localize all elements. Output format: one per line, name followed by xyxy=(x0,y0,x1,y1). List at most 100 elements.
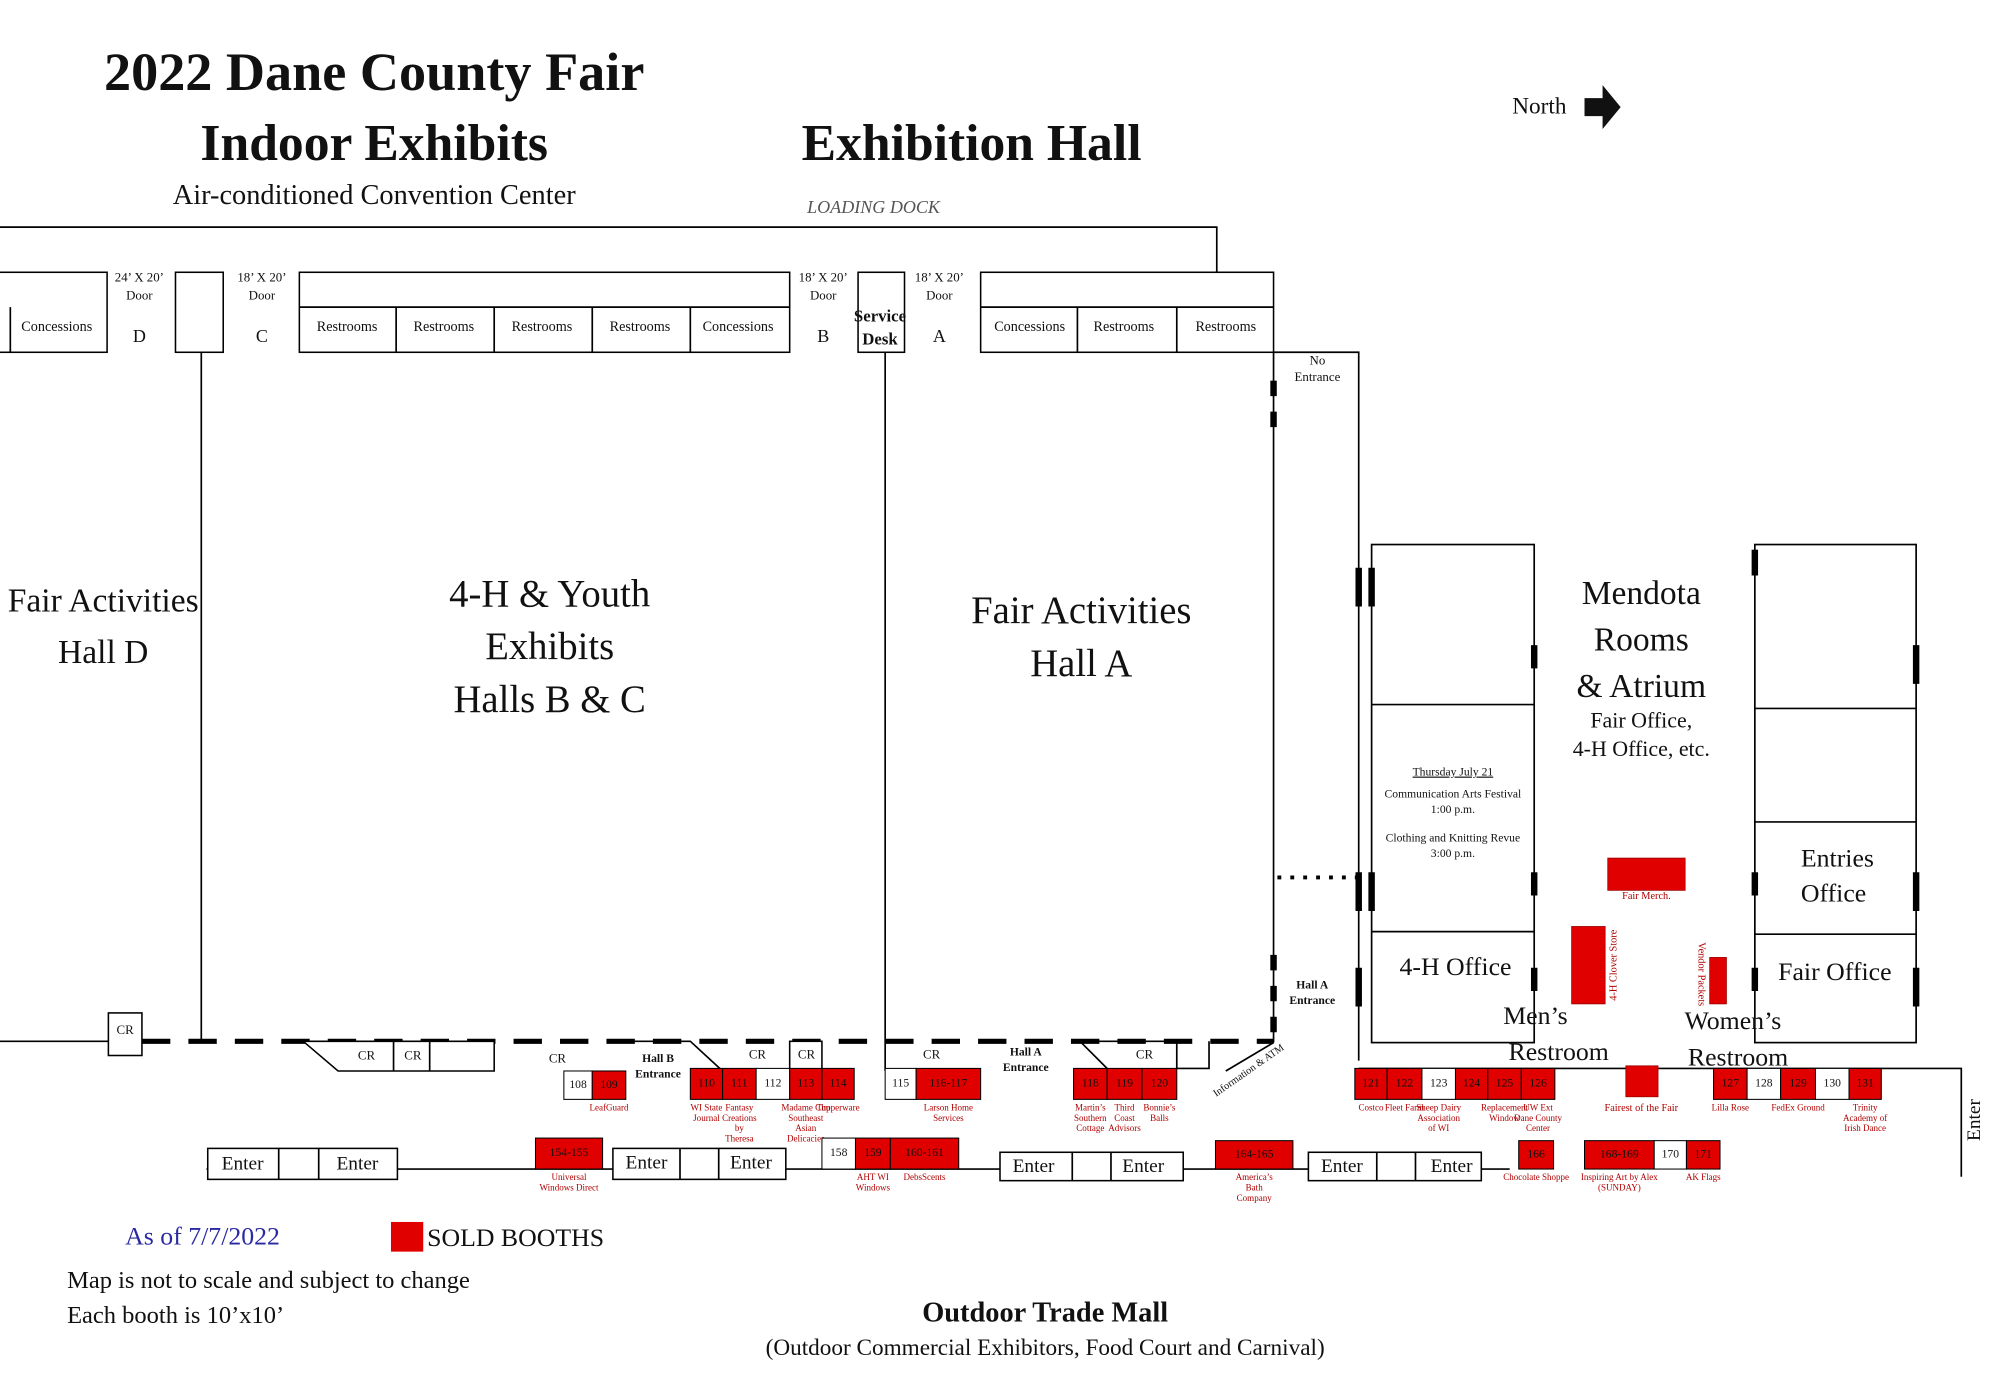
booth xyxy=(1214,1140,1294,1170)
booth-name: Window xyxy=(1489,1113,1520,1123)
booth xyxy=(1141,1067,1178,1100)
booth-number: 120 xyxy=(1151,1077,1169,1090)
booth-name: Lilla Rose xyxy=(1712,1102,1749,1112)
subtitle: Exhibition Hall xyxy=(802,115,1142,172)
booth-number: 126 xyxy=(1529,1077,1547,1090)
booth-name: FedEx Ground xyxy=(1771,1102,1825,1112)
wall xyxy=(1273,351,1360,1061)
booth-name: Bath xyxy=(1246,1182,1264,1192)
label: Entrance xyxy=(635,1068,681,1081)
cr-label: CR xyxy=(358,1049,376,1063)
label: Hall B xyxy=(642,1052,674,1065)
booth-name: UW Ext xyxy=(1523,1102,1553,1112)
label: Communication Arts Festival xyxy=(1385,788,1522,801)
hall-name: Hall A xyxy=(1030,643,1132,685)
hall-name: Fair Activities xyxy=(971,590,1191,632)
cr-label: CR xyxy=(798,1047,816,1061)
booth-name: Theresa xyxy=(725,1133,754,1143)
booth-number: 110 xyxy=(698,1077,715,1090)
label: 1:00 p.m. xyxy=(1431,803,1475,816)
enter-boxes xyxy=(206,1147,1483,1182)
booth-number: 168-169 xyxy=(1600,1148,1639,1161)
booth-name: Replacement xyxy=(1481,1102,1529,1112)
label: Entrance xyxy=(1003,1061,1049,1074)
wall xyxy=(625,1040,724,1072)
booth-name: Services xyxy=(933,1113,964,1123)
booth-number: 118 xyxy=(1082,1077,1099,1090)
enter-label: Enter xyxy=(1013,1156,1055,1177)
booth-name: Company xyxy=(1237,1193,1273,1203)
feature-label: Vendor Packets xyxy=(1695,942,1706,1006)
booth-number: 166 xyxy=(1527,1148,1545,1161)
room-name: Restroom xyxy=(1688,1042,1788,1071)
room-name: Rooms xyxy=(1594,621,1689,658)
legend-swatch xyxy=(390,1221,424,1252)
booth-name: Windows Direct xyxy=(540,1182,599,1192)
booth-number: 111 xyxy=(731,1077,748,1090)
title: 2022 Dane County Fair xyxy=(104,42,644,102)
legend-label: SOLD BOOTHS xyxy=(427,1223,604,1252)
enter-label: Enter xyxy=(336,1154,378,1175)
booth-name: Universal xyxy=(552,1172,588,1182)
booth xyxy=(1518,1140,1555,1170)
booth-name: Fleet Farm xyxy=(1385,1102,1424,1112)
booth-name: Cottage xyxy=(1076,1123,1104,1133)
hall-name: Halls B & C xyxy=(453,679,645,721)
room-label: Restrooms xyxy=(512,319,573,335)
hall-name: Exhibits xyxy=(485,626,614,668)
room-label: Concessions xyxy=(994,319,1065,335)
door-letter: C xyxy=(256,326,268,346)
offices xyxy=(1754,543,1917,1044)
cr-label: CR xyxy=(117,1023,135,1037)
booth-number: 124 xyxy=(1463,1077,1481,1090)
cr-box xyxy=(107,1012,143,1057)
enter-label: Enter xyxy=(222,1154,264,1175)
room-name: Restroom xyxy=(1509,1037,1609,1066)
booth-name: AK Flags xyxy=(1686,1172,1721,1182)
booth-name: Sheep Dairy xyxy=(1416,1102,1461,1112)
booth-name: of WI xyxy=(1428,1123,1449,1133)
room-label: Restrooms xyxy=(1195,319,1256,335)
booth-number: 131 xyxy=(1856,1077,1874,1090)
hall-name: 4-H & Youth xyxy=(449,573,650,615)
booth-number: 121 xyxy=(1362,1077,1380,1090)
booth-name: Balls xyxy=(1150,1113,1169,1123)
booth-name: Madame Chu xyxy=(781,1102,830,1112)
room-label: Restrooms xyxy=(1094,319,1155,335)
booth-number: 128 xyxy=(1755,1077,1773,1090)
booth-name: Center xyxy=(1526,1123,1550,1133)
booth-number: 109 xyxy=(600,1078,618,1091)
booth-name: Trinity xyxy=(1853,1102,1878,1112)
booth xyxy=(1520,1067,1556,1100)
booth-name: Asian xyxy=(795,1123,817,1133)
room-strip xyxy=(0,271,108,354)
cr-label: CR xyxy=(749,1047,767,1061)
cr-label: CR xyxy=(404,1049,422,1063)
room-name: Fair Office xyxy=(1778,957,1891,986)
booth-name: Coast xyxy=(1114,1113,1135,1123)
cr-box xyxy=(301,1040,495,1072)
room-label: Restrooms xyxy=(317,319,378,335)
door-label: Door xyxy=(249,289,276,303)
label: No xyxy=(1310,353,1326,367)
booth-number: 123 xyxy=(1430,1077,1448,1090)
feature-label: Fair Merch. xyxy=(1622,891,1671,902)
booth xyxy=(591,1070,627,1100)
booth-number: 159 xyxy=(864,1146,882,1159)
wall xyxy=(1225,1041,1274,1072)
note: Map is not to scale and subject to chang… xyxy=(67,1267,470,1294)
booth-name: (SUNDAY) xyxy=(1598,1182,1641,1192)
booth xyxy=(854,1137,891,1170)
booth-name: Costco xyxy=(1358,1102,1384,1112)
booth xyxy=(689,1067,724,1100)
booth-name: Bonnie’s xyxy=(1143,1102,1176,1112)
booth-number: 119 xyxy=(1116,1077,1133,1090)
door-letter: B xyxy=(817,326,829,346)
feature-box xyxy=(1607,857,1686,891)
label: 3:00 p.m. xyxy=(1431,847,1475,860)
booth-number: 108 xyxy=(569,1078,587,1091)
booth-name: Larson Home xyxy=(924,1102,973,1112)
booth xyxy=(1780,1067,1816,1100)
